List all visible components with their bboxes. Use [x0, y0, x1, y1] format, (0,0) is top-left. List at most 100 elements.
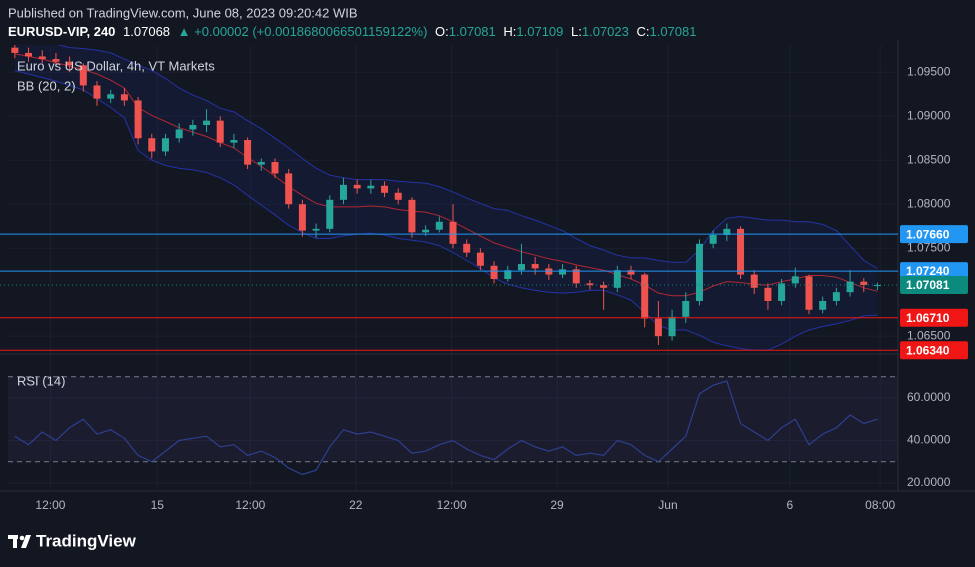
candle-body	[25, 52, 33, 57]
candle-body	[572, 269, 580, 284]
candle-body	[449, 221, 457, 244]
candle-body	[298, 204, 306, 231]
x-tick-label: 12:00	[235, 498, 265, 512]
candle-body	[52, 59, 60, 62]
published: Published on TradingView.com, June 08, 2…	[8, 5, 358, 20]
candle-body	[723, 228, 731, 236]
y-tick-label: 1.06500	[907, 328, 951, 342]
candle-body	[641, 274, 649, 319]
candle-body	[38, 56, 46, 60]
indicator-label: BB (20, 2)	[17, 78, 76, 93]
candle-body	[381, 185, 389, 193]
candle-body	[422, 229, 430, 233]
level-tag	[900, 262, 968, 281]
candle-body	[531, 264, 539, 269]
change: ▲ +0.00002 (+0.0018680066501159122%)	[178, 24, 428, 39]
candle-body	[120, 94, 128, 101]
candle-body	[476, 252, 484, 266]
axes: 12:00 15 12:00 22 12:00 29 Jun 6 08:00 1.09500 1.0…	[35, 64, 950, 512]
x-tick-label: 15	[151, 498, 165, 512]
band-lower	[14, 70, 878, 351]
last-price: 1.07068	[123, 24, 170, 39]
candle-body	[216, 120, 224, 143]
candle-body	[134, 100, 142, 139]
rsi-pane	[8, 376, 898, 476]
y-tick-label: 1.09000	[907, 108, 951, 122]
candle-body	[668, 316, 676, 337]
low-value: 1.07023	[582, 24, 629, 39]
candle-body	[709, 235, 717, 244]
x-tick-label: 29	[550, 498, 564, 512]
candle-body	[161, 138, 169, 152]
brand-logo	[8, 535, 31, 548]
candle-body	[203, 120, 211, 126]
open-label: O:	[435, 24, 449, 39]
candle-body	[846, 281, 854, 293]
candle-body	[695, 243, 703, 301]
chart-title: Euro vs US Dollar, 4h, VT Markets	[17, 58, 215, 73]
candle-body	[750, 274, 758, 288]
candle-body	[586, 283, 594, 286]
candle-body	[230, 140, 238, 143]
candle-body	[832, 292, 840, 301]
candle-body	[367, 185, 375, 189]
candle-body	[805, 276, 813, 310]
candle-body	[353, 184, 361, 189]
candle-body	[600, 285, 608, 288]
candle-body	[244, 140, 252, 165]
high-value: 1.07109	[516, 24, 563, 39]
rsi-label: RSI (14)	[17, 373, 65, 388]
candle-body	[654, 318, 662, 337]
y-tick-label: 40.0000	[907, 433, 951, 447]
x-tick-label: 12:00	[437, 498, 467, 512]
candle-body	[11, 47, 19, 53]
candle-body	[860, 281, 868, 286]
y-tick-label: 60.0000	[907, 390, 951, 404]
candle-body	[778, 283, 786, 301]
band-upper	[57, 45, 878, 269]
price-pane	[11, 45, 881, 351]
rsi-line	[14, 380, 878, 476]
y-tick-label: 1.08500	[907, 152, 951, 166]
candle-body	[79, 65, 87, 86]
candle-body	[517, 264, 525, 271]
candle-body	[189, 125, 197, 130]
candle-body	[463, 243, 471, 253]
candle-body	[764, 287, 772, 301]
brand: TradingView	[36, 531, 137, 550]
band-basis	[14, 53, 878, 297]
level-tag	[900, 341, 968, 360]
current-price-tag	[900, 276, 968, 295]
y-tick-label: 20.0000	[907, 475, 951, 489]
close-label: C:	[636, 24, 649, 39]
level-tag	[900, 308, 968, 327]
y-tick-label: 1.07500	[907, 240, 951, 254]
candle-body	[93, 85, 101, 99]
symbol: EURUSD-VIP, 240	[8, 24, 115, 39]
candle-body	[504, 270, 512, 279]
candle-body	[394, 192, 402, 200]
candle-body	[408, 199, 416, 233]
close-value: 1.07081	[649, 24, 696, 39]
candle-body	[873, 285, 881, 287]
candle-body	[339, 184, 347, 200]
x-tick-label: 6	[786, 498, 793, 512]
logo-part	[13, 535, 17, 548]
level-label: 1.07660	[906, 227, 950, 241]
level-label: 1.06340	[906, 343, 950, 357]
current-price-label: 1.07081	[906, 278, 950, 292]
candle-body	[107, 94, 115, 99]
logo-part	[21, 535, 31, 548]
candle-body	[326, 199, 334, 229]
candle-body	[66, 61, 74, 66]
x-tick-label: 08:00	[865, 498, 895, 512]
x-tick-label: 12:00	[35, 498, 65, 512]
symbol-line: EURUSD-VIP, 240 1.07068 ▲ +0.00002 (+0.0…	[8, 24, 696, 39]
candle-body	[312, 228, 320, 231]
candle-body	[682, 300, 690, 317]
y-tick-label: 1.09500	[907, 64, 951, 78]
logo-part	[19, 535, 25, 541]
candle-body	[490, 265, 498, 279]
